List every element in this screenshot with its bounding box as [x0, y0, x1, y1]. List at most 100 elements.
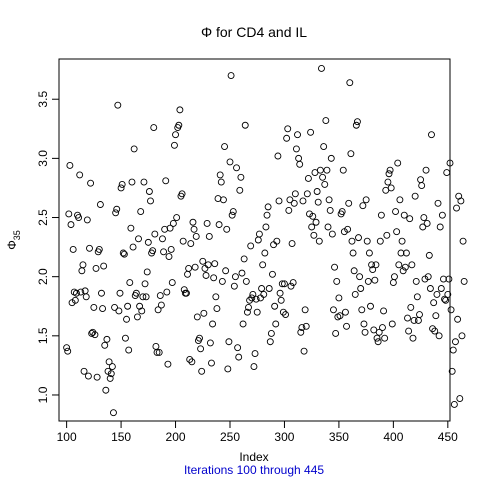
- data-point: [309, 212, 317, 220]
- data-point: [144, 238, 152, 246]
- data-point: [246, 296, 254, 304]
- data-point: [327, 154, 335, 162]
- data-point: [180, 286, 188, 294]
- data-point: [242, 277, 250, 285]
- data-point: [83, 216, 91, 224]
- data-point: [209, 320, 217, 328]
- data-point: [453, 204, 460, 212]
- data-point: [358, 306, 366, 314]
- data-point: [213, 305, 221, 313]
- data-point: [254, 236, 262, 244]
- data-point: [459, 237, 467, 245]
- data-point: [396, 196, 404, 204]
- data-point: [307, 128, 315, 136]
- data-point: [143, 268, 151, 276]
- data-point: [168, 279, 176, 287]
- data-point: [192, 232, 200, 240]
- data-point: [69, 246, 77, 253]
- data-point: [422, 166, 430, 174]
- data-point: [336, 312, 344, 320]
- data-point: [410, 316, 418, 324]
- data-point: [273, 237, 281, 245]
- data-point: [140, 178, 148, 186]
- data-point: [318, 65, 325, 72]
- data-point: [298, 324, 306, 331]
- data-point: [149, 247, 157, 255]
- data-point: [431, 327, 439, 335]
- y-axis-label-subscript: 35: [12, 230, 22, 240]
- data-point: [100, 262, 108, 270]
- data-point: [267, 330, 275, 337]
- data-point: [299, 197, 307, 205]
- data-point: [128, 178, 136, 186]
- data-point: [452, 338, 459, 346]
- data-point: [161, 225, 169, 233]
- data-point: [425, 251, 433, 259]
- data-point: [322, 117, 330, 124]
- y-tick-label: 1.5: [36, 327, 50, 344]
- data-point: [113, 205, 121, 213]
- data-point: [118, 180, 126, 188]
- data-point: [323, 166, 331, 174]
- data-point: [105, 358, 113, 366]
- data-point: [374, 338, 382, 346]
- data-point: [182, 289, 190, 297]
- data-point: [167, 246, 175, 253]
- data-point: [450, 400, 458, 408]
- data-point: [153, 348, 161, 356]
- x-tick-label: 450: [438, 430, 458, 444]
- data-point: [434, 199, 442, 207]
- data-point: [108, 363, 116, 371]
- data-point: [135, 235, 142, 243]
- data-point: [394, 159, 402, 167]
- data-point: [400, 211, 408, 219]
- data-point: [66, 162, 74, 169]
- data-point: [236, 186, 244, 194]
- data-point: [304, 175, 312, 182]
- data-point: [215, 221, 223, 229]
- data-point: [82, 293, 90, 301]
- chart-subtitle: Iterations 100 through 445: [184, 463, 324, 477]
- data-point: [386, 166, 394, 174]
- data-point: [430, 299, 438, 307]
- data-point: [286, 196, 294, 204]
- data-point: [165, 253, 173, 261]
- data-point: [444, 290, 452, 298]
- data-point: [214, 195, 222, 203]
- data-point: [325, 196, 333, 204]
- data-point: [119, 249, 127, 257]
- data-point: [248, 294, 256, 302]
- data-point: [377, 211, 385, 219]
- data-point: [360, 320, 368, 328]
- y-axis-label: Φ35: [5, 230, 22, 250]
- data-point: [460, 277, 468, 285]
- data-point: [196, 334, 203, 342]
- data-point: [84, 372, 92, 380]
- data-point: [291, 190, 299, 198]
- data-point: [187, 240, 195, 248]
- data-point: [282, 311, 289, 318]
- data-point: [155, 348, 163, 356]
- data-point: [91, 331, 99, 339]
- data-point: [124, 302, 132, 310]
- data-point: [384, 178, 392, 186]
- data-point: [375, 328, 383, 336]
- data-point: [315, 237, 323, 245]
- data-point: [272, 320, 280, 328]
- x-tick-label: 200: [166, 430, 186, 444]
- data-point: [295, 154, 303, 162]
- data-point: [227, 72, 235, 80]
- data-point: [201, 264, 209, 272]
- data-point: [250, 363, 258, 371]
- data-point: [98, 289, 105, 297]
- data-point: [379, 324, 386, 331]
- data-point: [130, 145, 138, 153]
- data-point: [72, 289, 80, 297]
- data-point: [159, 235, 166, 243]
- data-point: [193, 313, 201, 321]
- data-point: [278, 280, 286, 288]
- data-point: [116, 289, 124, 297]
- data-point: [80, 367, 88, 375]
- data-point: [426, 285, 434, 292]
